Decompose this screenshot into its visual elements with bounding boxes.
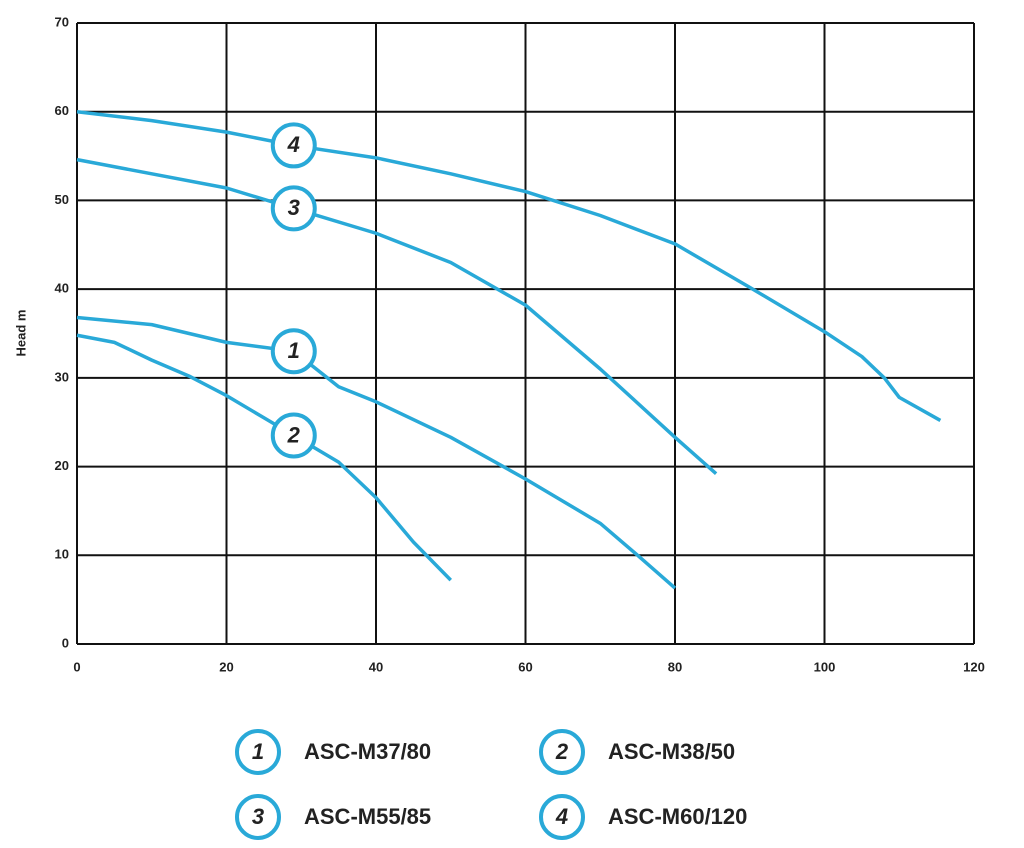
legend-number: 4: [555, 804, 568, 829]
legend-label: ASC-M60/120: [608, 804, 747, 829]
curve-number: 4: [287, 132, 300, 157]
x-tick-label: 60: [518, 659, 532, 674]
legend-number: 3: [252, 804, 264, 829]
legend-label: ASC-M38/50: [608, 739, 735, 764]
series-line: [76, 109, 942, 422]
x-tick-label: 40: [369, 659, 383, 674]
curve-number-circle: [270, 328, 317, 375]
series-line: [76, 333, 453, 582]
legend-label: ASC-M55/85: [304, 804, 431, 829]
y-tick-label: 60: [55, 103, 69, 118]
y-tick-label: 20: [55, 458, 69, 473]
legend-number-circle: [539, 794, 585, 840]
y-tick-label: 70: [55, 14, 69, 29]
y-axis-label: Head m: [13, 310, 28, 357]
y-tick-label: 30: [55, 369, 69, 384]
legend-number-circle: [539, 729, 585, 775]
x-tick-label: 120: [963, 659, 985, 674]
legend-label: ASC-M37/80: [304, 739, 431, 764]
curve-number-circle: [270, 412, 317, 459]
y-tick-label: 10: [55, 547, 69, 562]
curve-number: 1: [288, 338, 300, 363]
y-tick-label: 50: [55, 192, 69, 207]
x-tick-label: 0: [73, 659, 80, 674]
curve-number-circle: [270, 122, 317, 169]
x-tick-label: 100: [814, 659, 836, 674]
curve-number: 3: [288, 195, 300, 220]
y-tick-label: 40: [55, 281, 69, 296]
legend-number-circle: [235, 729, 281, 775]
curve-number: 2: [287, 422, 301, 447]
legend-number-circle: [235, 794, 281, 840]
series-line: [76, 157, 718, 475]
legend-number: 2: [555, 739, 569, 764]
y-tick-label: 0: [62, 635, 69, 650]
x-tick-label: 20: [219, 659, 233, 674]
legend-number: 1: [252, 739, 264, 764]
x-tick-label: 80: [668, 659, 682, 674]
series-line: [76, 315, 677, 590]
curve-number-circle: [270, 185, 317, 232]
